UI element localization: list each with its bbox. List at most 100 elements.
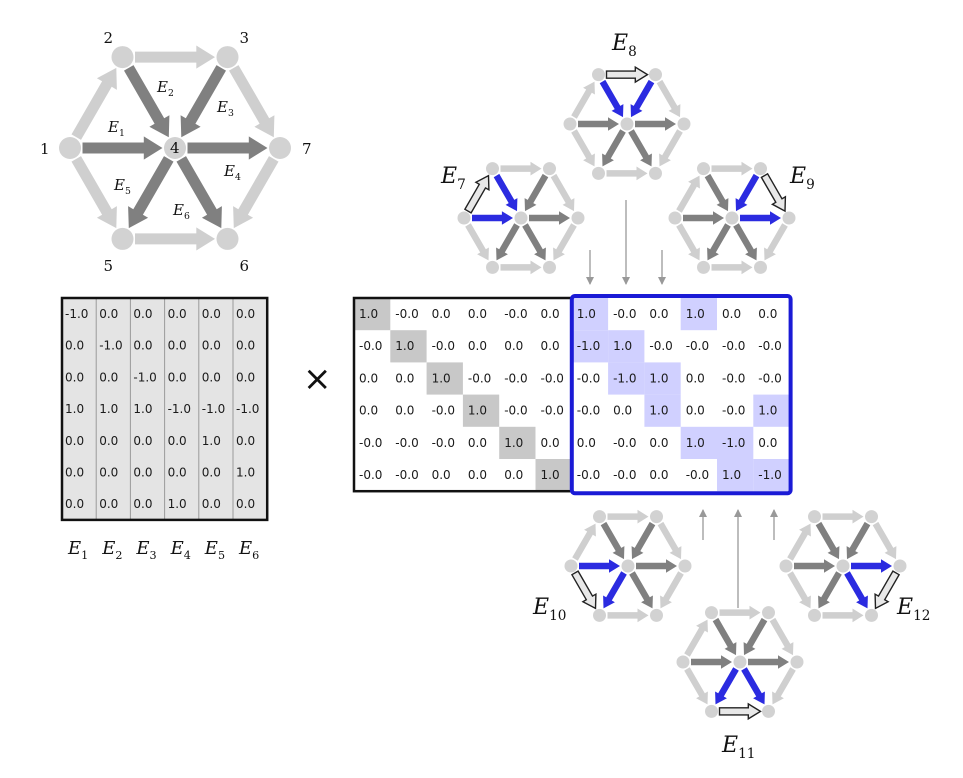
- graph-node: [705, 606, 718, 620]
- graph-node: [486, 260, 499, 274]
- cycle-edge-arrow: [472, 211, 513, 225]
- spoke-edge-arrow: [128, 156, 174, 229]
- graph-node: [269, 137, 291, 159]
- matrix-cell: -0.0: [395, 307, 418, 321]
- matrix-cell: 0.0: [99, 434, 118, 448]
- matrix-cell: -0.0: [395, 468, 418, 482]
- spoke-edge-arrow: [187, 136, 268, 160]
- matrix-cell: -0.0: [613, 468, 636, 482]
- spoke-edge-arrow: [683, 211, 724, 225]
- matrix-cell: 0.0: [468, 307, 487, 321]
- matrix-cell: -1.0: [758, 468, 781, 482]
- matrix-cell: 0.0: [649, 307, 668, 321]
- graph-node: [782, 211, 796, 225]
- matrix-cell: 1.0: [504, 436, 523, 450]
- matrix-cell: 1.0: [686, 307, 705, 321]
- outer-edge-arrow: [684, 619, 708, 657]
- matrix-cell: 0.0: [649, 468, 668, 482]
- matrix-cell: -0.0: [359, 339, 382, 353]
- outer-edge-arrow: [676, 175, 700, 213]
- cycle-entry-cell: [644, 394, 681, 427]
- spoke-edge-arrow: [691, 655, 732, 669]
- matrix-cell: 0.0: [202, 339, 221, 353]
- cycle-edge-arrow: [715, 667, 739, 705]
- matrix-cell: 0.0: [168, 370, 187, 384]
- graph-node: [808, 608, 821, 622]
- matrix-cell: -0.0: [541, 371, 564, 385]
- node-label: 6: [240, 257, 250, 275]
- graph-node: [164, 137, 186, 159]
- spoke-edge-arrow: [176, 156, 222, 229]
- outer-edge-arrow: [711, 161, 753, 176]
- matrix-cell: -0.0: [649, 339, 672, 353]
- outer-edge-arrow: [229, 65, 275, 138]
- matrix-cell: -0.0: [504, 371, 527, 385]
- cycle-edge-arrow: [493, 173, 518, 212]
- matrix-cell: 0.0: [613, 404, 632, 418]
- cycle-closing-arrow: [605, 65, 649, 84]
- spoke-edge-arrow: [600, 521, 625, 560]
- matrix-cell: 1.0: [686, 436, 705, 450]
- matrix-cell: 1.0: [649, 371, 668, 385]
- spoke-edge-arrow: [743, 617, 768, 656]
- graph-node: [893, 559, 907, 573]
- cycle-block-border: [569, 294, 793, 496]
- matrix-cell: 0.0: [202, 466, 221, 480]
- spoke-edge-arrow: [124, 65, 170, 138]
- matrix-cell: 0.0: [395, 404, 414, 418]
- spoke-edge-arrow: [704, 173, 729, 212]
- spoke-edge-arrow: [631, 521, 656, 560]
- outer-edge-arrow: [822, 509, 864, 524]
- matrix-cell: 1.0: [722, 468, 741, 482]
- outer-edge-arrow: [135, 227, 215, 251]
- matrix-cell: 0.0: [168, 307, 187, 321]
- matrix-cell: 0.0: [432, 307, 451, 321]
- outer-edge-arrow: [465, 223, 489, 261]
- graph-node: [621, 559, 635, 573]
- graph-node: [697, 260, 710, 274]
- column-label: E2: [101, 538, 122, 562]
- graph-node: [697, 162, 710, 176]
- cycle-entry-cell: [608, 362, 645, 395]
- matrix-cell: 0.0: [577, 436, 596, 450]
- matrix-cell: 0.0: [468, 436, 487, 450]
- matrix-cell: 0.0: [99, 307, 118, 321]
- graph-node: [650, 608, 663, 622]
- cycle-closing-arrow: [463, 174, 490, 214]
- matrix-cell: 0.0: [65, 370, 84, 384]
- graph-node: [668, 211, 682, 225]
- graph-node: [808, 510, 821, 524]
- column-label: E3: [135, 538, 156, 562]
- matrix-cell: 0.0: [99, 370, 118, 384]
- cycle-graph: E8: [563, 31, 691, 181]
- matrix-cell: -0.0: [432, 436, 455, 450]
- matrix-cell: 1.0: [359, 307, 378, 321]
- cycle-edge-arrow: [603, 571, 627, 609]
- graph-node: [592, 68, 605, 82]
- matrix-cell: 0.0: [133, 307, 152, 321]
- spoke-edge-arrow: [180, 65, 226, 138]
- identity-diagonal-cell: [390, 330, 427, 363]
- cycle-label: E8: [611, 31, 637, 60]
- matrix-cell: 0.0: [202, 370, 221, 384]
- graph-node: [649, 166, 662, 180]
- outer-edge-arrow: [607, 608, 649, 623]
- graph-node: [865, 608, 878, 622]
- matrix-cell: -1.0: [613, 371, 636, 385]
- graph-node: [762, 704, 775, 718]
- graph-node: [865, 510, 878, 524]
- graph-node: [754, 162, 767, 176]
- identity-diagonal-cell: [462, 394, 500, 427]
- spoke-edge-arrow: [635, 117, 676, 131]
- graph-node: [754, 260, 767, 274]
- graph-node: [514, 211, 528, 225]
- cycle-edge-arrow: [630, 79, 655, 118]
- matrix-cell: 1.0: [202, 434, 221, 448]
- matrix-cell: 0.0: [202, 307, 221, 321]
- cycle-edge-arrow: [599, 79, 624, 118]
- matrix-cell: 1.0: [758, 404, 777, 418]
- matrix-cell: 1.0: [577, 307, 596, 321]
- cycle-entry-cell: [571, 330, 609, 363]
- spoke-edge-arrow: [748, 655, 789, 669]
- node-label: 4: [170, 139, 180, 157]
